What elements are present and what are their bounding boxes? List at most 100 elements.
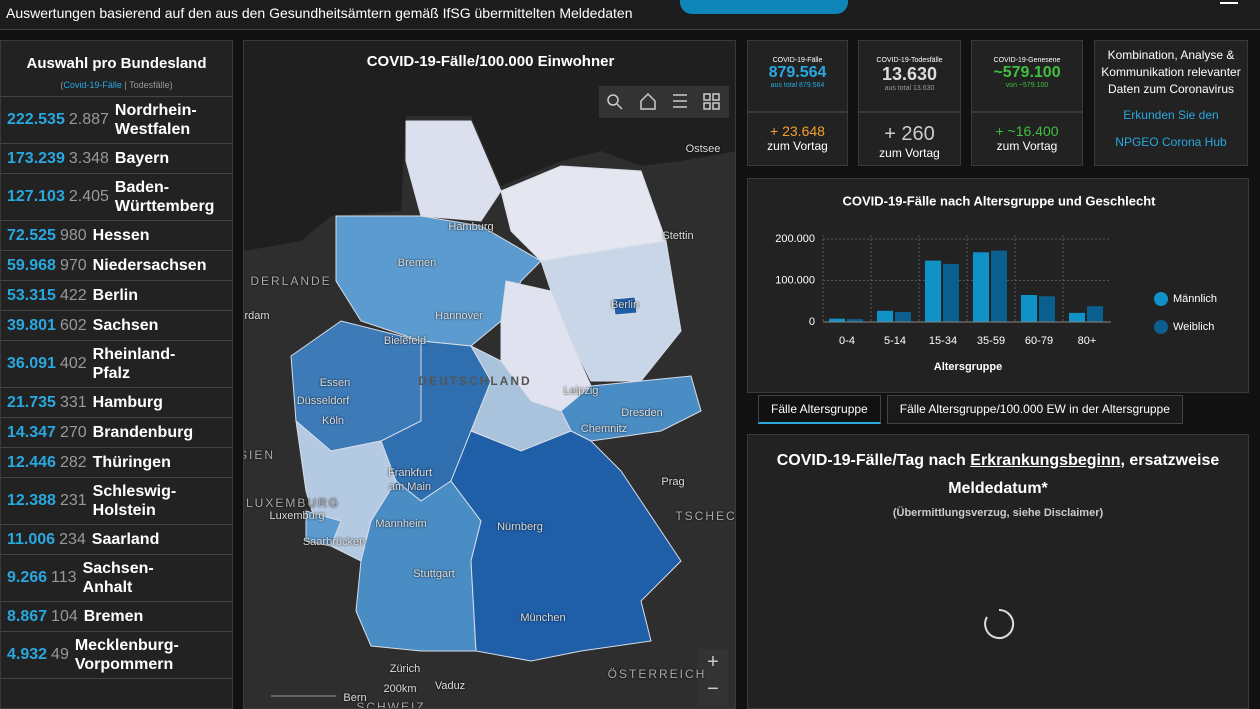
- kpi-box: + 23.648 zum Vortag: [747, 112, 848, 166]
- state-row[interactable]: 59.968 970 Niedersachsen: [1, 251, 232, 281]
- map-label: Düsseldorf: [296, 395, 350, 407]
- header-title: Auswertungen basierend auf den aus den G…: [6, 5, 633, 21]
- zoom-box: [698, 649, 728, 705]
- kpi-title: COVID-19-Fälle: [772, 57, 823, 64]
- tab[interactable]: Fälle Altersgruppe: [758, 395, 881, 424]
- list-icon[interactable]: [673, 94, 687, 108]
- state-row[interactable]: 36.091 402 Rheinland-Pfalz: [1, 341, 232, 388]
- region[interactable]: [405, 120, 502, 222]
- state-row[interactable]: 39.801 602 Sachsen: [1, 311, 232, 341]
- map-label: SCHWEIZ: [356, 700, 426, 709]
- state-row[interactable]: 11.006 234 Saarland: [1, 525, 232, 555]
- legend-deaths[interactable]: Todesfälle: [129, 80, 170, 90]
- bar[interactable]: [877, 310, 893, 322]
- legend-label[interactable]: Weiblich: [1173, 321, 1214, 333]
- kpi-box[interactable]: COVID-19-Fälle 879.564 aus total 879.564: [747, 40, 848, 112]
- state-name: Saarland: [91, 531, 160, 548]
- legend-label[interactable]: Männlich: [1173, 293, 1217, 305]
- state-cases: 39.801: [7, 316, 56, 334]
- state-row[interactable]: 9.266 113 Sachsen-Anhalt: [1, 555, 232, 602]
- tab[interactable]: Fälle Altersgruppe/100.000 EW in der Alt…: [886, 395, 1183, 424]
- kpi-box: + ~16.400 zum Vortag: [971, 112, 1083, 166]
- kpi-delta-label: zum Vortag: [767, 139, 828, 153]
- state-cases: 21.735: [7, 393, 56, 411]
- state-row[interactable]: 222.535 2.887 Nordrhein-Westfalen: [1, 97, 232, 144]
- basemap-icon[interactable]: [712, 102, 720, 110]
- map-label: Chemnitz: [580, 423, 628, 435]
- bar[interactable]: [1087, 306, 1103, 322]
- zoom-out[interactable]: −: [707, 678, 719, 700]
- search-icon[interactable]: [616, 103, 623, 110]
- state-deaths: 602: [59, 316, 87, 334]
- state-row[interactable]: 72.525 980 Hessen: [1, 221, 232, 251]
- y-tick-label: 100.000: [775, 274, 815, 286]
- bar[interactable]: [991, 250, 1007, 322]
- kpi-value: ~579.100: [993, 64, 1061, 81]
- menu-icon[interactable]: [1220, 2, 1238, 4]
- map-label: Frankfurt am Main: [387, 467, 432, 493]
- basemap-icon[interactable]: [703, 93, 711, 101]
- title-link[interactable]: Erkrankungsbeginn: [970, 452, 1121, 469]
- bar[interactable]: [1069, 312, 1085, 322]
- state-row[interactable]: 53.315 422 Berlin: [1, 281, 232, 311]
- header: Auswertungen basierend auf den aus den G…: [0, 0, 1260, 30]
- kpi-box[interactable]: COVID-19-Todesfälle 13.630 aus total 13.63…: [858, 40, 961, 112]
- legend-swatch[interactable]: [1154, 292, 1168, 306]
- map-label: LUXEMBURG: [245, 496, 341, 510]
- state-deaths: 402: [59, 355, 87, 372]
- state-name: Mecklenburg-Vorpommern: [74, 637, 179, 673]
- chart-title: COVID-19-Fälle nach Altersgruppe und Ges…: [842, 193, 1156, 208]
- kpi-box[interactable]: COVID-19-Genesene ~579.100 von ~579.100: [971, 40, 1083, 112]
- map-toolbar: [599, 86, 729, 118]
- bar[interactable]: [1039, 296, 1055, 322]
- region[interactable]: [305, 510, 342, 547]
- map-label: Zürich: [389, 663, 421, 675]
- info-link[interactable]: NPGEO Corona Hub: [1115, 135, 1227, 149]
- search-icon[interactable]: [607, 94, 619, 106]
- state-row[interactable]: 14.347 270 Brandenburg: [1, 418, 232, 448]
- legend-swatch[interactable]: [1154, 320, 1168, 334]
- info-link[interactable]: Erkunden Sie den: [1123, 108, 1219, 122]
- state-row[interactable]: 173.239 3.348 Bayern: [1, 144, 232, 174]
- bar[interactable]: [895, 312, 911, 322]
- state-deaths: 3.348: [68, 149, 109, 167]
- states-title: Auswahl pro Bundesland: [26, 55, 207, 72]
- state-row[interactable]: 12.388 231 Schleswig-Holstein: [1, 478, 232, 525]
- home-icon[interactable]: [640, 92, 656, 110]
- basemap-icon[interactable]: [712, 93, 720, 101]
- region[interactable]: [450, 430, 682, 662]
- state-row[interactable]: 4.932 49 Mecklenburg-Vorpommern: [1, 632, 232, 679]
- y-tick-label: 0: [809, 316, 815, 328]
- tabs: Fälle Altersgruppe Fälle Altersgruppe/100…: [758, 395, 1189, 424]
- bar[interactable]: [943, 263, 959, 322]
- map-label: München: [520, 612, 566, 624]
- state-deaths: 231: [59, 492, 87, 509]
- legend-cases[interactable]: Covid-19-Fälle: [63, 80, 122, 90]
- bar[interactable]: [847, 319, 863, 322]
- bar[interactable]: [829, 318, 845, 322]
- state-deaths: 49: [51, 646, 69, 663]
- state-deaths: 113: [51, 569, 77, 586]
- basemap-icon[interactable]: [703, 102, 711, 110]
- map-label: DEUTSCHLAND: [418, 374, 532, 388]
- bar[interactable]: [925, 260, 941, 322]
- state-cases: 14.347: [7, 423, 56, 441]
- header-button[interactable]: [680, 0, 848, 14]
- state-cases: 127.103: [7, 188, 65, 205]
- state-name: Thüringen: [92, 454, 171, 471]
- paren: (: [60, 80, 64, 90]
- bar[interactable]: [1021, 295, 1037, 322]
- state-name: Rheinland-Pfalz: [92, 346, 176, 382]
- info-text: Kombination, Analyse & Kommunikation rel…: [1101, 48, 1241, 96]
- kpi-delta-label: zum Vortag: [996, 139, 1058, 153]
- bar[interactable]: [973, 252, 989, 322]
- state-row[interactable]: 12.446 282 Thüringen: [1, 448, 232, 478]
- state-row[interactable]: 21.735 331 Hamburg: [1, 388, 232, 418]
- region[interactable]: [612, 296, 638, 316]
- state-row[interactable]: 127.103 2.405 Baden-Württemberg: [1, 174, 232, 221]
- state-cases: 12.446: [7, 453, 56, 471]
- state-row[interactable]: 8.867 104 Bremen: [1, 602, 232, 632]
- state-name: Baden-Württemberg: [114, 179, 215, 215]
- zoom-in[interactable]: +: [707, 651, 719, 673]
